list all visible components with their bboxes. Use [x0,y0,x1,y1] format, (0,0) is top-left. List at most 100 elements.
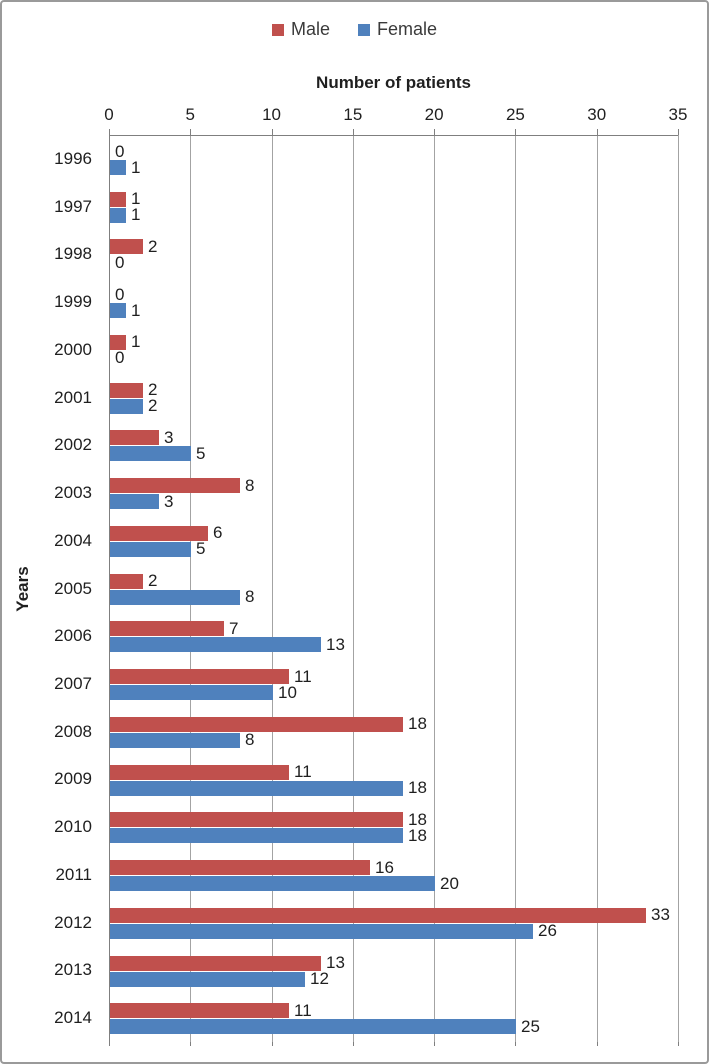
data-label: 2 [148,380,158,400]
legend: Male Female [2,19,707,40]
bar-male [110,716,403,732]
category-label: 2009 [54,769,92,789]
bar-male [110,955,321,971]
x-axis-tick [678,129,679,135]
gridline [596,135,598,1042]
x-tick-label: 10 [262,105,282,124]
bar-male [110,191,126,207]
bar-female [110,1019,516,1035]
x-tick-label: 30 [587,105,607,124]
bar-male [110,907,646,923]
category-label: 2000 [54,339,92,359]
data-label: 26 [538,921,557,941]
bar-male [110,382,143,398]
x-tick-label: 20 [424,105,444,124]
data-label: 1 [131,205,141,225]
data-label: 12 [310,969,329,989]
data-label: 2 [148,396,158,416]
data-label: 1 [131,157,141,177]
category-label: 1997 [54,196,92,216]
bar-female [110,446,191,462]
category-label: 2006 [54,626,92,646]
legend-swatch-female [357,23,370,36]
x-tick-label: 25 [505,105,525,124]
data-label: 3 [164,427,174,447]
bar-female [110,828,403,844]
x-axis-tick [515,129,517,135]
x-axis-tick [352,129,354,135]
category-label: 2013 [54,960,92,980]
legend-label-male: Male [290,19,330,39]
gridline [352,135,354,1042]
bar-female [110,494,159,510]
bar-male [110,812,403,828]
bar-male [110,239,143,255]
data-label: 10 [278,682,297,702]
x-tick-label: 0 [104,105,114,124]
gridline [434,135,436,1042]
data-label: 3 [164,491,174,511]
data-label: 5 [196,539,206,559]
bar-male [110,764,289,780]
legend-item-female: Female [357,19,438,40]
category-label: 2008 [54,721,92,741]
x-axis-tick-bottom [596,1042,598,1046]
data-label: 18 [408,714,427,734]
category-label: 2007 [54,673,92,693]
category-label: 2014 [54,1008,92,1028]
bar-male [110,860,370,876]
category-label: 2002 [54,435,92,455]
data-label: 11 [294,1000,312,1020]
bar-male [110,430,159,446]
x-tick-label: 5 [185,105,196,124]
bar-male [110,669,289,685]
legend-swatch-male [271,23,284,36]
x-axis-tick-bottom [515,1042,517,1046]
gridline [515,135,517,1042]
data-label: 7 [229,618,239,638]
data-label: 13 [326,953,345,973]
bar-female [110,971,305,987]
bar-male [110,478,240,494]
data-label: 25 [521,1016,540,1036]
x-axis-tick [596,129,598,135]
data-label: 2 [148,236,158,256]
data-label: 18 [408,778,427,798]
gridline [271,135,273,1042]
bar-female [110,398,143,414]
data-label: 13 [326,634,345,654]
gridline [678,135,679,1042]
data-label: 8 [245,587,255,607]
data-label: 2 [148,571,158,591]
bar-female [110,685,273,701]
x-axis-tick-bottom [190,1042,192,1046]
bar-male [110,525,208,541]
bar-female [110,541,191,557]
category-label: 2003 [54,483,92,503]
x-axis-tick-bottom [352,1042,354,1046]
x-axis-tick-bottom [678,1042,679,1046]
gridline [190,135,192,1042]
bar-female [110,780,403,796]
data-label: 11 [294,666,312,686]
category-label: 1996 [54,148,92,168]
data-label: 18 [408,809,427,829]
category-label: 1999 [54,292,92,312]
legend-label-female: Female [376,19,438,39]
bar-female [110,923,533,939]
data-label: 8 [245,730,255,750]
data-label: 0 [115,348,125,368]
x-axis-line [109,135,678,136]
data-label: 0 [115,141,125,161]
data-label: 11 [294,762,312,782]
data-label: 20 [440,873,459,893]
category-label: 2012 [54,912,92,932]
category-label: 2005 [54,578,92,598]
data-label: 16 [375,857,394,877]
x-axis-title: Number of patients [316,73,471,92]
x-axis-tick-bottom [109,1042,110,1046]
bar-female [110,876,435,892]
x-axis-tick-bottom [434,1042,436,1046]
data-label: 8 [245,475,255,495]
